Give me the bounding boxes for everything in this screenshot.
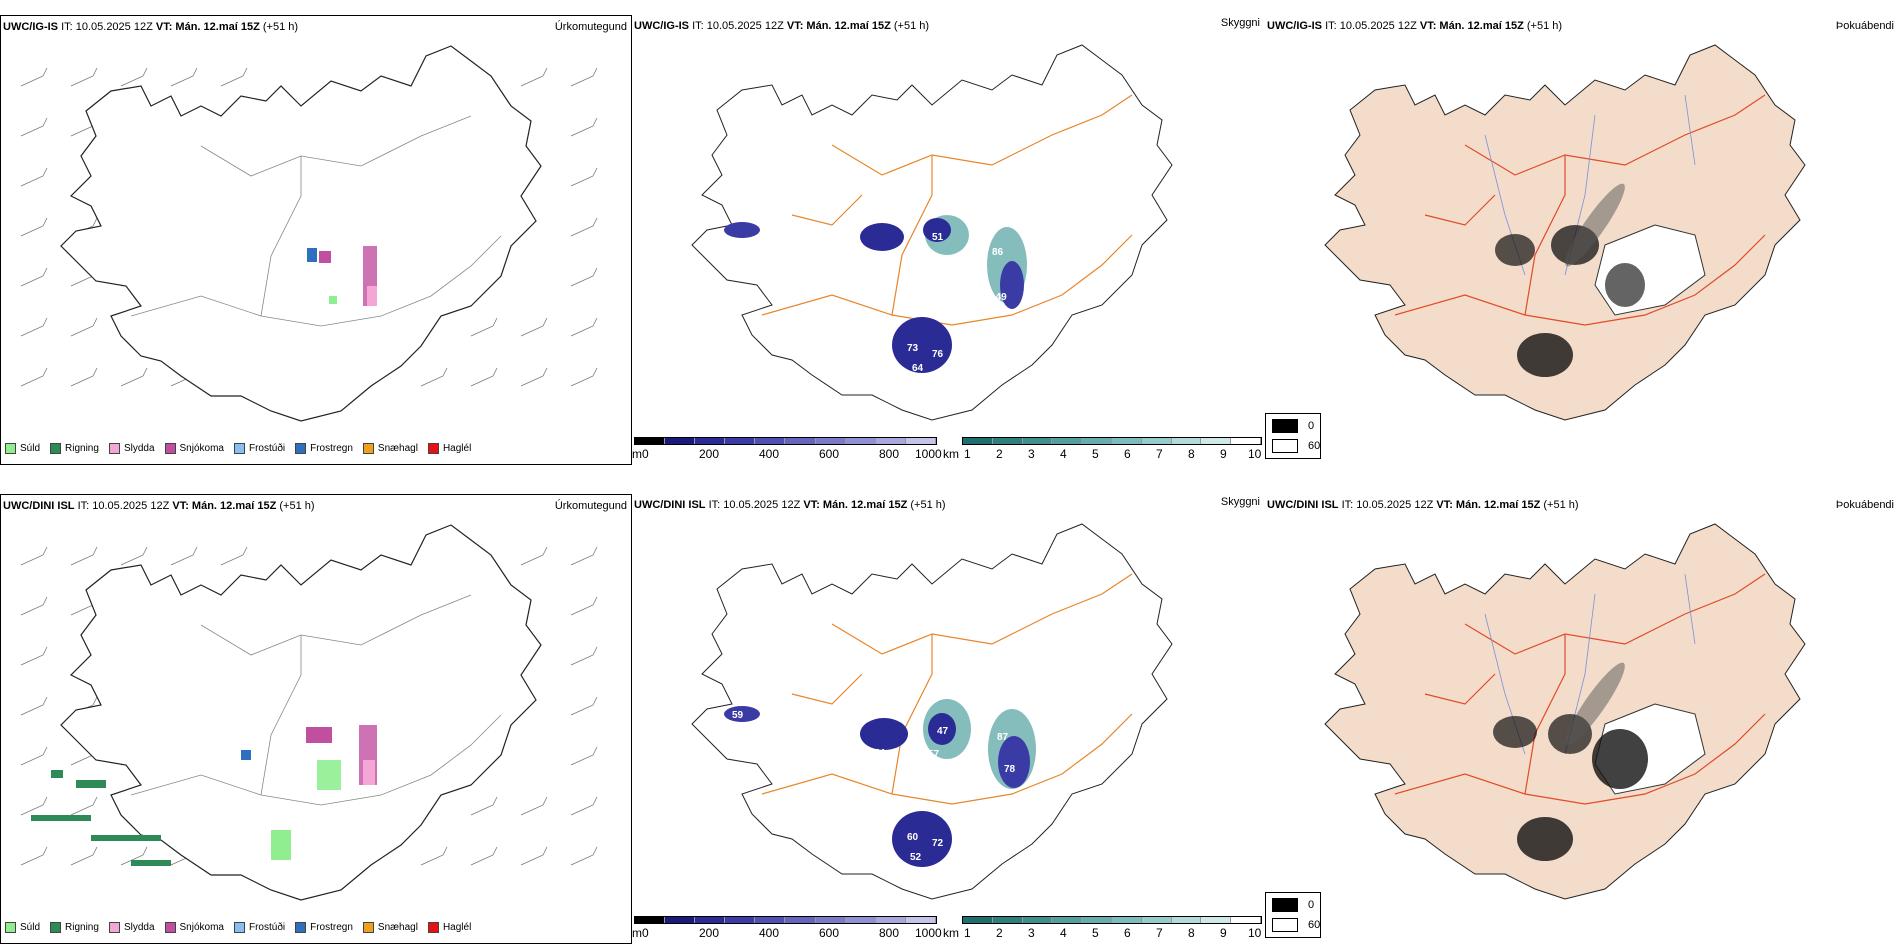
precip-areas: [307, 246, 377, 306]
legend-item-frostregn: Frostregn: [295, 443, 353, 454]
fog-panel-label-bottom: Þokuábendi: [1835, 499, 1894, 511]
vis-label: 78: [1004, 764, 1016, 775]
legend-item-frostudi: Frostúði: [233, 922, 285, 933]
precip-legend-top: Súld Rigning Slydda Snjókoma Frostúði Fr…: [5, 443, 481, 454]
vis-label: 72: [932, 838, 944, 849]
vis-label: 76: [932, 349, 944, 360]
cloudbase-ticks-top: 0 200 400 600 800 1000: [642, 447, 942, 461]
roads: [1394, 573, 1766, 805]
roads: [130, 115, 502, 327]
visibility-colorbar-top: [962, 437, 1262, 445]
visibility-areas: [724, 699, 1036, 867]
vis-label: 82: [732, 239, 744, 250]
visibility-ticks-top: 1 2 3 4 5 6 7 8 9 10: [964, 447, 1262, 461]
visibility-areas: [724, 215, 1027, 373]
fog-map-top: [1324, 44, 1806, 421]
legend-item-slydda: Slydda: [108, 922, 155, 933]
precip-panel-label-bottom: Úrkomutegund: [554, 500, 627, 512]
cloudbase-unit-bottom: m: [632, 926, 642, 940]
visibility-unit-bottom: km: [943, 926, 959, 940]
visibility-panel-bottom: 47 54 57 87 78 60 72 52 44 59 UWC/DINI I…: [632, 494, 1262, 944]
legend-item-frostudi: Frostúði: [233, 443, 285, 454]
vis-label: 55: [910, 383, 922, 394]
visibility-ticks-bottom: 1 2 3 4 5 6 7 8 9 10: [964, 926, 1262, 940]
fog-title-bottom: UWC/DINI ISL IT: 10.05.2025 12Z VT: Mán.…: [1267, 499, 1579, 511]
fog-legend-top: 0 60: [1265, 413, 1321, 459]
legend-item-snaehagl: Snæhagl: [362, 922, 418, 933]
precip-panel-bottom: UWC/DINI ISL IT: 10.05.2025 12Z VT: Mán.…: [0, 494, 632, 944]
roads: [1394, 94, 1766, 326]
vis-label: 86: [992, 247, 1004, 258]
fog-areas: [1493, 662, 1648, 861]
legend-item-haglel: Haglél: [427, 443, 471, 454]
vis-label: 68: [924, 267, 936, 278]
vis-label: 70: [872, 270, 884, 281]
vis-label: 51: [932, 232, 944, 243]
vis-label: 52: [910, 852, 922, 863]
fog-panel-top: UWC/IG-IS IT: 10.05.2025 12Z VT: Mán. 12…: [1265, 15, 1900, 465]
precip-map-bottom: [20, 524, 598, 901]
visibility-title-top: UWC/IG-IS IT: 10.05.2025 12Z VT: Mán. 12…: [634, 20, 930, 32]
legend-item-snjokoma: Snjókoma: [164, 922, 224, 933]
legend-item-slydda: Slydda: [108, 443, 155, 454]
legend-item-haglel: Haglél: [427, 922, 471, 933]
cloudbase-colorbar-bottom: [634, 916, 937, 924]
iceland-land: [1324, 523, 1806, 900]
legend-item-frostregn: Frostregn: [295, 922, 353, 933]
vis-label: 87: [997, 732, 1009, 743]
precip-areas: [31, 725, 377, 866]
legend-item-rigning: Rigning: [50, 922, 99, 933]
fog-title-top: UWC/IG-IS IT: 10.05.2025 12Z VT: Mán. 12…: [1267, 20, 1563, 32]
legend-item-snjokoma: Snjókoma: [164, 443, 224, 454]
visibility-panel-label-top: Skyggni: [1220, 17, 1260, 29]
fog-map-bottom: [1324, 523, 1806, 900]
fog-panel-label-top: Þokuábendi: [1835, 20, 1894, 32]
vis-label: 73: [907, 343, 919, 354]
roads: [130, 594, 502, 806]
visibility-colorbar-bottom: [962, 916, 1262, 924]
visibility-map-bottom: 47 54 57 87 78 60 72 52 44 59: [691, 523, 1173, 900]
precip-panel-top: UWC/IG-IS IT: 10.05.2025 12Z VT: Mán. 12…: [0, 15, 632, 465]
iceland-coastline: [60, 45, 542, 422]
vis-label: 60: [907, 832, 919, 843]
iceland-coastline: [60, 524, 542, 901]
vis-label: 44: [910, 871, 922, 882]
vis-label: 64: [912, 363, 924, 374]
precip-title-bottom: UWC/DINI ISL IT: 10.05.2025 12Z VT: Mán.…: [3, 500, 315, 512]
legend-item-sudl: Súld: [5, 443, 40, 454]
vis-label: 47: [937, 726, 949, 737]
visibility-map-top: 51 70 68 86 149 73 76 64 55 82: [691, 44, 1173, 421]
visibility-panel-top: 51 70 68 86 149 73 76 64 55 82 UWC/IG-IS…: [632, 15, 1262, 465]
visibility-panel-label-bottom: Skyggni: [1220, 496, 1260, 508]
precip-map-top: [20, 45, 598, 422]
roads: [761, 94, 1133, 326]
visibility-title-bottom: UWC/DINI ISL IT: 10.05.2025 12Z VT: Mán.…: [634, 499, 946, 511]
fog-legend-bottom: 0 60: [1265, 892, 1321, 938]
legend-item-snaehagl: Snæhagl: [362, 443, 418, 454]
precip-title-top: UWC/IG-IS IT: 10.05.2025 12Z VT: Mán. 12…: [3, 21, 299, 33]
legend-item-sudl: Súld: [5, 922, 40, 933]
vis-label: 57: [928, 749, 940, 760]
fog-areas: [1495, 183, 1645, 377]
fog-panel-bottom: UWC/DINI ISL IT: 10.05.2025 12Z VT: Mán.…: [1265, 494, 1900, 944]
vis-label: 59: [732, 710, 744, 721]
cloudbase-unit-top: m: [632, 447, 642, 461]
cloudbase-colorbar-top: [634, 437, 937, 445]
cloudbase-ticks-bottom: 0 200 400 600 800 1000: [642, 926, 942, 940]
precip-legend-bottom: Súld Rigning Slydda Snjókoma Frostúði Fr…: [5, 922, 481, 933]
vis-label: 149: [990, 292, 1007, 303]
precip-panel-label-top: Úrkomutegund: [554, 21, 627, 33]
vis-label: 54: [874, 748, 886, 759]
legend-item-rigning: Rigning: [50, 443, 99, 454]
visibility-unit-top: km: [943, 447, 959, 461]
roads: [761, 573, 1133, 805]
